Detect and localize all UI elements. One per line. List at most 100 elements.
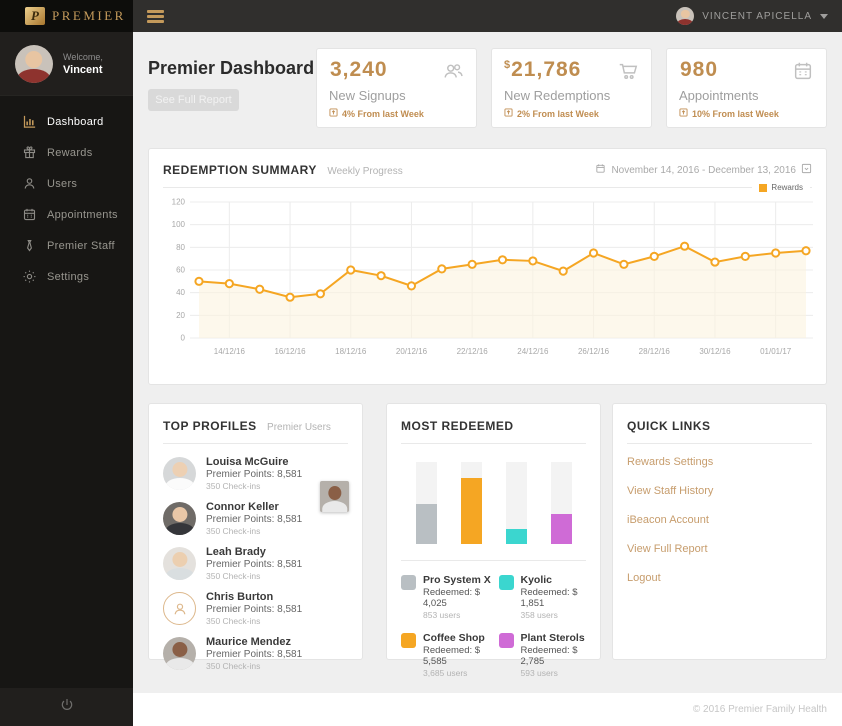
profile-name: Maurice Mendez: [206, 636, 291, 648]
bar-pro-system-x: [415, 462, 437, 544]
sidebar-item-settings[interactable]: Settings: [0, 261, 133, 292]
date-range-text: November 14, 2016 - December 13, 2016: [611, 164, 796, 176]
legend-item: Kyolic Redeemed: $ 1,851 358 users: [498, 574, 593, 620]
hamburger-menu-icon[interactable]: [147, 9, 164, 23]
sidebar-item-users[interactable]: Users: [0, 168, 133, 199]
placeholder-avatar-icon: [163, 592, 196, 625]
link-ibeacon-account[interactable]: iBeacon Account: [627, 514, 709, 526]
top-profiles-panel: TOP PROFILES Premier Users Louisa McGuir…: [148, 403, 363, 671]
topbar: VINCENT APICELLA: [133, 0, 842, 32]
legend-redeemed: Redeemed: $ 4,025: [423, 587, 481, 609]
stat-label: New Signups: [329, 88, 406, 103]
legend-swatch-rewards: [759, 183, 768, 192]
profile-name: Chris Burton: [206, 591, 274, 603]
sidebar-item-label: Rewards: [47, 146, 93, 159]
svg-text:120: 120: [172, 198, 186, 207]
chart-title: REDEMPTION SUMMARY: [163, 163, 317, 177]
profile-row[interactable]: Leah Brady Premier Points: 8,581 350 Che…: [149, 541, 362, 586]
bar-chart-icon: [21, 114, 37, 130]
stat-value: 3,240: [330, 58, 388, 81]
svg-text:30/12/16: 30/12/16: [699, 347, 731, 356]
legend-name: Plant Sterols: [520, 632, 585, 644]
users-icon: [442, 60, 464, 87]
svg-text:28/12/16: 28/12/16: [639, 347, 671, 356]
avatar: [163, 547, 196, 580]
profile-points: Premier Points: 8,581: [206, 469, 303, 480]
bar-kyolic: [505, 462, 527, 544]
legend-label: Rewards: [771, 183, 803, 192]
svg-text:40: 40: [176, 288, 185, 297]
panel-subtitle: Premier Users: [267, 422, 331, 433]
up-arrow-boxed-icon: [329, 108, 338, 119]
svg-text:80: 80: [176, 243, 185, 252]
stat-card-appointments: 980 Appointments 10% From last Week: [666, 48, 827, 128]
sidebar: P PREMIER Welcome, Vincent Dashboard Rew…: [0, 0, 133, 726]
date-range-picker[interactable]: November 14, 2016 - December 13, 2016: [595, 163, 812, 177]
legend-item: Coffee Shop Redeemed: $ 5,585 3,685 user…: [401, 632, 495, 678]
link-logout[interactable]: Logout: [627, 572, 661, 584]
svg-text:16/12/16: 16/12/16: [274, 347, 306, 356]
stat-card-new-signups: 3,240 New Signups 4% From last Week: [316, 48, 477, 128]
sidebar-item-dashboard[interactable]: Dashboard: [0, 106, 133, 137]
copyright-text: © 2016 Premier Family Health: [692, 704, 827, 715]
dragged-avatar-image: [320, 481, 349, 512]
chart-legend: Rewards: [752, 183, 810, 192]
stat-card-new-redemptions: $21,786 New Redemptions 2% From last Wee…: [491, 48, 652, 128]
gift-icon: [21, 145, 37, 161]
sidebar-item-label: Settings: [47, 270, 90, 283]
profile-row[interactable]: Chris Burton Premier Points: 8,581 350 C…: [149, 586, 362, 631]
legend-redeemed: Redeemed: $ 5,585: [423, 645, 481, 667]
stat-value: 21,786: [511, 58, 582, 81]
logout-power-button[interactable]: [0, 688, 133, 726]
sidebar-item-label: Dashboard: [47, 115, 104, 128]
profile-row[interactable]: Connor Keller Premier Points: 8,581 350 …: [149, 496, 362, 541]
profile-checkins: 350 Check-ins: [206, 616, 261, 626]
avatar: [676, 7, 695, 25]
topbar-user-menu[interactable]: VINCENT APICELLA: [676, 7, 828, 25]
up-arrow-boxed-icon: [504, 108, 513, 119]
link-rewards-settings[interactable]: Rewards Settings: [627, 456, 714, 468]
sidebar-item-rewards[interactable]: Rewards: [0, 137, 133, 168]
link-view-staff-history[interactable]: View Staff History: [627, 485, 714, 497]
svg-text:24/12/16: 24/12/16: [517, 347, 549, 356]
panel-title: MOST REDEEMED: [401, 419, 514, 433]
see-full-report-button[interactable]: See Full Report: [148, 89, 239, 111]
calendar-icon: [21, 207, 37, 223]
profile-points: Premier Points: 8,581: [206, 559, 303, 570]
profile-name: Leah Brady: [206, 546, 266, 558]
avatar: [163, 457, 196, 490]
sidebar-welcome: Welcome, Vincent: [0, 32, 133, 95]
page-title: Premier Dashboard: [148, 58, 315, 78]
legend-name: Pro System X: [423, 574, 491, 586]
profile-points: Premier Points: 8,581: [206, 514, 303, 525]
profile-row[interactable]: Louisa McGuire Premier Points: 8,581 350…: [149, 451, 362, 496]
gear-icon: [21, 269, 37, 285]
legend-name: Coffee Shop: [423, 632, 485, 644]
profile-checkins: 350 Check-ins: [206, 661, 261, 671]
profile-row[interactable]: Maurice Mendez Premier Points: 8,581 350…: [149, 631, 362, 676]
most-redeemed-panel: MOST REDEEMED Pro System X Redeemed: $ 4…: [386, 403, 601, 678]
logo-text: PREMIER: [52, 8, 126, 23]
main-content: Premier Dashboard See Full Report 3,240 …: [133, 32, 842, 726]
bar-coffee-shop: [460, 462, 482, 544]
svg-text:100: 100: [172, 220, 186, 229]
avatar: [163, 637, 196, 670]
logo[interactable]: P PREMIER: [0, 0, 133, 32]
up-arrow-boxed-icon: [679, 108, 688, 119]
stat-value: 980: [680, 58, 719, 81]
user-icon: [21, 176, 37, 192]
most-redeemed-legend: Pro System X Redeemed: $ 4,025 853 users…: [387, 561, 600, 678]
sidebar-item-premier-staff[interactable]: Premier Staff: [0, 230, 133, 261]
svg-text:18/12/16: 18/12/16: [335, 347, 367, 356]
calendar-icon: [595, 163, 606, 177]
topbar-user-name: VINCENT APICELLA: [702, 10, 812, 22]
link-view-full-report[interactable]: View Full Report: [627, 543, 708, 555]
tie-icon: [21, 238, 37, 254]
legend-users: 358 users: [520, 610, 558, 620]
rewards-line-chart: 0 20 40 60 80 100 120 14/12/16 16/12/16 18/12/16 2…: [172, 198, 813, 356]
svg-text:20: 20: [176, 311, 185, 320]
legend-swatch: [401, 633, 416, 648]
legend-item: Plant Sterols Redeemed: $ 2,785 593 user…: [498, 632, 593, 678]
profile-points: Premier Points: 8,581: [206, 604, 303, 615]
sidebar-item-appointments[interactable]: Appointments: [0, 199, 133, 230]
